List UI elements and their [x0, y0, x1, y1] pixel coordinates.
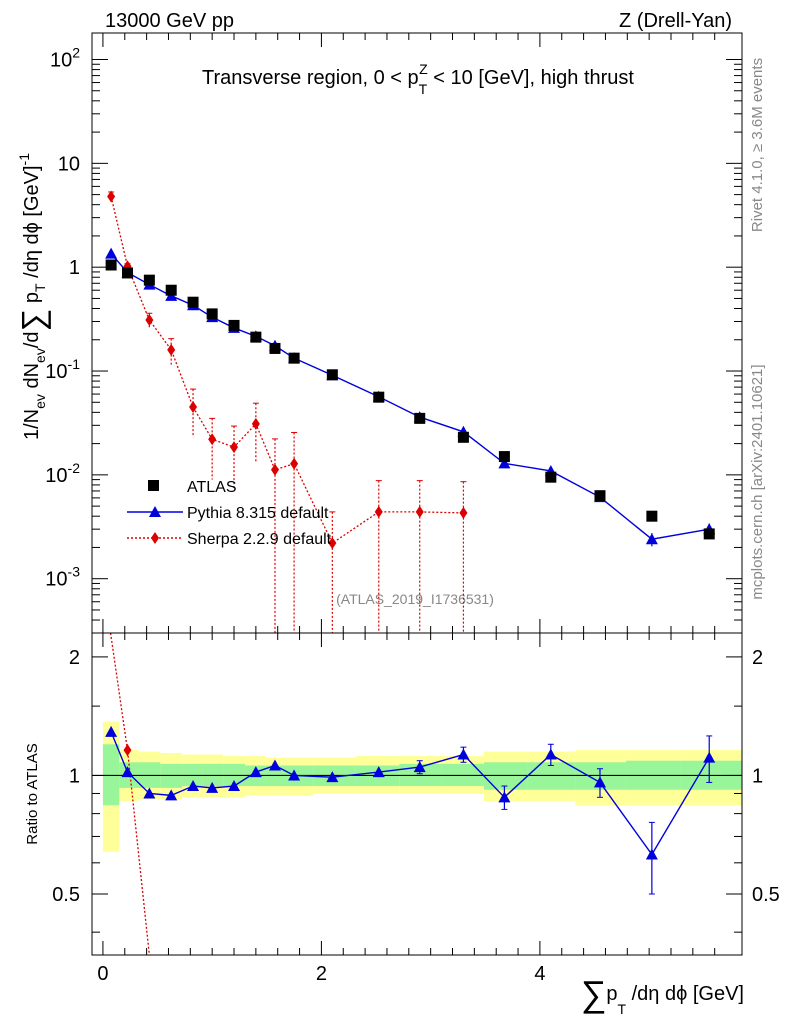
- pythia-ratio-point: [457, 748, 470, 760]
- ratio-tick-label-right: 2: [752, 647, 763, 669]
- sherpa-point: [374, 505, 383, 518]
- legend-marker-sherpa: [151, 532, 159, 544]
- x-axis-label: ∑pT /dη dϕ [GeV]: [581, 973, 744, 1017]
- sherpa-point: [290, 457, 299, 470]
- ratio-frame: [91, 632, 743, 956]
- sherpa-point: [189, 401, 198, 414]
- pythia-ratio-point: [372, 766, 385, 778]
- atlas-point: [373, 391, 385, 403]
- pythia-ratio-point: [413, 761, 426, 773]
- header-right: Z (Drell-Yan): [619, 10, 732, 32]
- sherpa-point: [208, 433, 217, 446]
- atlas-point: [269, 342, 281, 354]
- plot-title: Transverse region, 0 < pTZ < 10 [GeV], h…: [202, 61, 634, 97]
- ratio-tick-label-right: 1: [752, 765, 763, 787]
- y-tick-label: 10-2: [45, 460, 80, 487]
- mcplots-label: mcplots.cern.ch [arXiv:2401.10621]: [749, 364, 766, 599]
- sherpa-point: [230, 441, 239, 454]
- legend: ATLAS Pythia 8.315 default Sherpa 2.2.9 …: [127, 479, 332, 548]
- y-axis-label: 1/Nev dNev/d∑ pT /dη dϕ [GeV]-1: [15, 153, 51, 440]
- legend-marker-pythia: [149, 506, 161, 517]
- pythia-ratio-point: [187, 780, 200, 792]
- sherpa-point: [251, 417, 260, 430]
- atlas-point: [545, 471, 557, 483]
- rivet-label: Rivet 4.1.0, ≥ 3.6M events: [749, 58, 766, 232]
- legend-label-sherpa: Sherpa 2.2.9 default: [187, 531, 332, 548]
- y-tick-label: 10-3: [45, 564, 80, 591]
- main-panel: 10-3 10-2 10-1 1 10 102: [45, 33, 742, 634]
- atlas-point: [165, 284, 177, 296]
- pythia-ratio-point: [165, 789, 178, 801]
- atlas-point: [326, 369, 338, 381]
- pythia-ratio-point: [498, 791, 511, 803]
- pythia-point: [105, 247, 118, 259]
- analysis-tag: (ATLAS_2019_I1736531): [336, 591, 494, 607]
- legend-label-atlas: ATLAS: [187, 479, 237, 496]
- atlas-point: [206, 308, 218, 320]
- atlas-point: [122, 267, 134, 279]
- pythia-ratio-point: [249, 766, 262, 778]
- pythia-ratio-point: [326, 771, 339, 783]
- sherpa-ratio-point: [123, 744, 132, 757]
- pythia-ratio-point: [544, 748, 557, 760]
- sherpa-point: [328, 537, 337, 550]
- atlas-point: [143, 274, 155, 286]
- atlas-point: [288, 352, 300, 364]
- atlas-point: [105, 259, 117, 271]
- atlas-point: [646, 510, 658, 522]
- svg-text:1/Nev dNev/d∑ pT /dη dϕ [GeV]: 1/Nev dNev/d∑ pT /dη dϕ [GeV]-1: [15, 153, 51, 440]
- legend-marker-atlas: [148, 480, 159, 491]
- y-tick-label: 102: [50, 45, 80, 72]
- pythia-ratio-point: [268, 759, 281, 771]
- pythia-ratio-point: [206, 781, 219, 793]
- atlas-point: [457, 431, 469, 443]
- x-tick-label: 2: [316, 963, 327, 985]
- pythia-ratio-point: [228, 780, 241, 792]
- sherpa-point: [459, 506, 468, 519]
- atlas-point: [187, 296, 199, 308]
- atlas-point: [703, 528, 715, 540]
- pythia-ratio-point: [645, 848, 658, 860]
- ratio-y-axis-label: Ratio to ATLAS: [24, 743, 41, 844]
- pythia-ratio-point: [703, 751, 716, 763]
- pythia-point: [645, 533, 658, 545]
- sherpa-line: [110, 196, 464, 545]
- sherpa-point: [145, 314, 154, 327]
- ratio-tick-label-right: 0.5: [752, 884, 780, 906]
- ratio-tick-label: 2: [69, 647, 80, 669]
- pythia-ratio-point: [288, 769, 301, 781]
- ratio-tick-label: 0.5: [52, 884, 80, 906]
- y-tick-label: 10: [58, 153, 80, 175]
- header-left: 13000 GeV pp: [105, 10, 234, 32]
- sherpa-point: [415, 505, 424, 518]
- ratio-band-inner: [102, 744, 120, 806]
- sherpa-point: [107, 190, 116, 203]
- pythia-point: [498, 457, 511, 469]
- pythia-ratio-point: [121, 766, 134, 778]
- y-tick-label: 1: [69, 257, 80, 279]
- x-tick-label: 0: [97, 963, 108, 985]
- pythia-ratio-point: [105, 725, 118, 737]
- sherpa-point: [167, 343, 176, 356]
- ratio-panel: 0 2 4 0.5 0.5 1 1 2 2: [52, 632, 780, 985]
- atlas-point: [228, 319, 240, 331]
- atlas-point: [250, 331, 262, 343]
- pythia-ratio-point: [593, 776, 606, 788]
- y-tick-label: 10-1: [45, 356, 80, 383]
- pythia-ratio-point: [143, 787, 156, 799]
- ratio-tick-label: 1: [69, 765, 80, 787]
- x-tick-label: 4: [534, 963, 545, 985]
- atlas-point: [414, 412, 426, 424]
- atlas-point: [498, 451, 510, 463]
- sherpa-point: [270, 463, 279, 476]
- legend-label-pythia: Pythia 8.315 default: [187, 505, 329, 522]
- atlas-point: [594, 490, 606, 502]
